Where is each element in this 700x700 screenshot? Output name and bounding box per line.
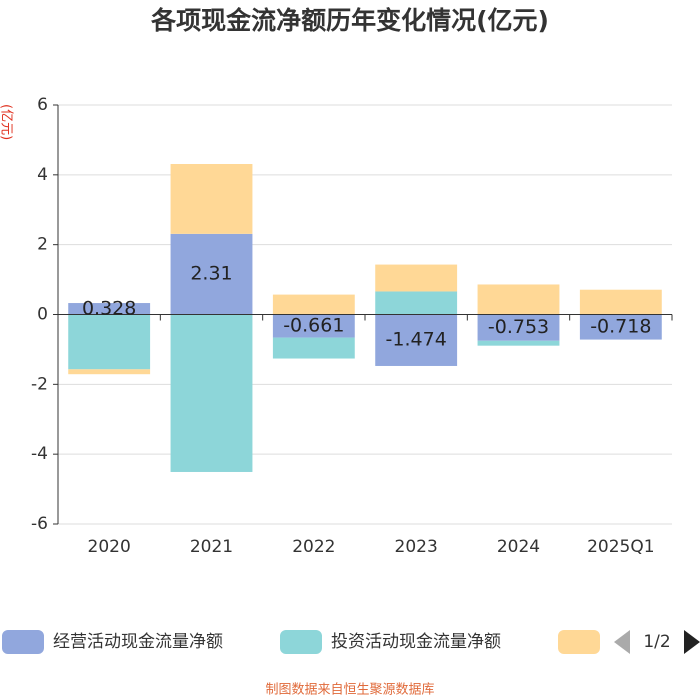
bar-segment [272,337,355,359]
bar-segment [68,369,151,375]
data-label: -0.661 [283,315,344,337]
legend-swatch[interactable] [558,630,600,654]
legend-swatch[interactable] [280,630,322,654]
pager-label: 1/2 [643,632,670,652]
x-tick-label: 2020 [88,537,131,557]
x-tick-label: 2021 [190,537,233,557]
y-axis-label: (亿元) [0,104,14,140]
bar-segment [375,314,458,366]
y-tick-label: 2 [37,235,48,255]
bar-segment [477,284,560,315]
bar-segment [170,314,253,472]
pager-prev[interactable] [614,630,630,654]
x-tick-label: 2022 [292,537,335,557]
bar-segment [477,340,560,346]
legend-swatch[interactable] [2,630,44,654]
legend-label[interactable]: 投资活动现金流量净额 [331,632,501,652]
data-label: -1.474 [386,329,447,351]
y-tick-label: -2 [31,374,48,394]
data-label: -0.718 [590,316,651,338]
bar-segment [170,164,253,234]
y-tick-label: 0 [37,305,48,325]
x-tick-label: 2025Q1 [587,537,654,557]
bar-segment [68,314,151,370]
data-label: -0.753 [488,316,549,338]
bar-segment [579,289,662,315]
y-tick-label: 6 [37,95,48,115]
y-tick-label: -6 [31,514,48,534]
bar-segment [272,314,355,338]
x-tick-label: 2023 [395,537,438,557]
y-tick-label: 4 [37,165,48,185]
bar-segment [170,233,253,315]
bar-segment [375,264,458,292]
pager-next[interactable] [684,630,700,654]
bar-segment [579,314,662,340]
bar-segment [375,291,458,315]
data-label: 2.31 [190,263,232,285]
bar-segment [477,314,560,341]
x-tick-label: 2024 [497,537,540,557]
y-tick-label: -4 [31,444,48,464]
bar-segment [272,294,355,315]
legend-label[interactable]: 经营活动现金流量净额 [53,632,223,652]
chart-title: 各项现金流净额历年变化情况(亿元) [150,6,549,35]
bar-segment [68,303,151,315]
source-note: 制图数据来自恒生聚源数据库 [265,682,434,698]
data-label: 0.328 [82,297,136,319]
